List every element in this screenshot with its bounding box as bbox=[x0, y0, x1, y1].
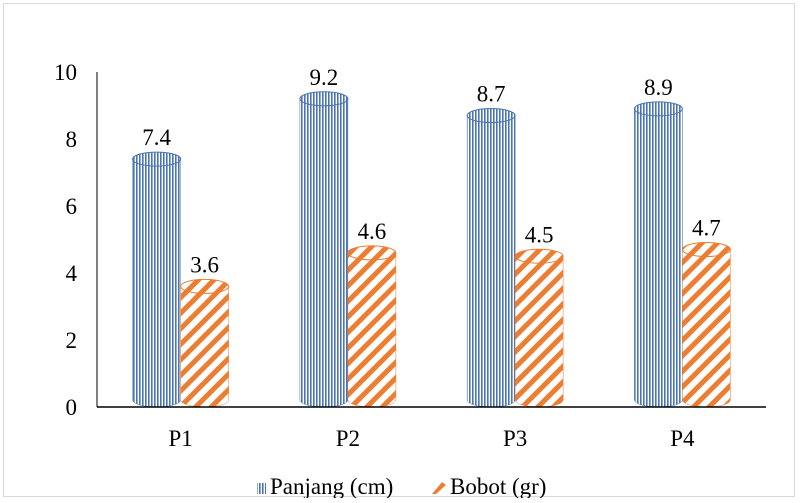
bar-bobot-gr-p4-body bbox=[682, 249, 731, 408]
legend-label-bobot: Bobot (gr) bbox=[450, 474, 546, 498]
data-label-bobot-gr-p3: 4.5 bbox=[525, 222, 554, 247]
bar-panjang-cm-p1-top bbox=[132, 151, 182, 167]
legend-swatch-panjang bbox=[257, 483, 266, 494]
y-axis-ticks: 0 2 4 6 8 10 bbox=[54, 60, 78, 420]
bar-bobot-gr-p2-top bbox=[347, 245, 397, 261]
legend-item-panjang: Panjang (cm) bbox=[257, 474, 393, 499]
legend-swatch-bobot bbox=[432, 482, 446, 494]
x-tick-label-p4: P4 bbox=[670, 426, 695, 451]
bar-bobot-gr-p1-top bbox=[180, 278, 230, 294]
bar-panjang-cm-p2-top bbox=[299, 91, 349, 107]
legend-label-panjang: Panjang (cm) bbox=[270, 474, 393, 498]
y-tick-label-8: 8 bbox=[66, 127, 78, 152]
bar-bobot-gr-p2 bbox=[347, 245, 397, 408]
bar-panjang-cm-p1 bbox=[132, 151, 182, 408]
bar-panjang-cm-p3-top bbox=[466, 108, 516, 124]
data-label-panjang-cm-p4: 8.9 bbox=[644, 75, 673, 100]
bar-bobot-gr-p3-body bbox=[514, 256, 564, 408]
legend-item-bobot: Bobot (gr) bbox=[432, 474, 546, 499]
y-tick-label-6: 6 bbox=[66, 194, 78, 219]
y-tick-label-0: 0 bbox=[66, 395, 78, 420]
x-tick-label-p2: P2 bbox=[336, 426, 360, 451]
bar-panjang-cm-p4-body bbox=[634, 108, 683, 408]
data-label-panjang-cm-p1: 7.4 bbox=[142, 125, 171, 150]
data-label-panjang-cm-p3: 8.7 bbox=[477, 82, 506, 107]
bar-panjang-cm-p2-body bbox=[299, 98, 349, 408]
bar-panjang-cm-p3-body bbox=[466, 115, 516, 408]
bar-bobot-gr-p1-body bbox=[180, 286, 229, 408]
bar-bobot-gr-p3 bbox=[514, 248, 564, 408]
bar-panjang-cm-p3 bbox=[466, 108, 516, 408]
bars bbox=[132, 91, 731, 408]
y-tick-label-10: 10 bbox=[54, 60, 77, 85]
y-tick-label-2: 2 bbox=[66, 328, 78, 353]
bar-bobot-gr-p4 bbox=[681, 242, 731, 408]
bar-bobot-gr-p4-top bbox=[681, 242, 731, 258]
chart-frame: 0 2 4 6 8 10 7.4 9.2 8.7 8.9 3.6 4.6 4.5 4.7 P1 P2 P3 P… bbox=[3, 3, 795, 499]
bar-bobot-gr-p2-body bbox=[347, 252, 397, 408]
bar-bobot-gr-p1 bbox=[180, 278, 230, 408]
x-tick-label-p3: P3 bbox=[503, 426, 527, 451]
data-label-panjang-cm-p2: 9.2 bbox=[310, 65, 339, 90]
value-labels: 7.4 9.2 8.7 8.9 3.6 4.6 4.5 4.7 bbox=[142, 65, 721, 278]
data-label-bobot-gr-p4: 4.7 bbox=[692, 216, 721, 241]
bar-panjang-cm-p1-body bbox=[132, 158, 181, 408]
data-label-bobot-gr-p2: 4.6 bbox=[358, 219, 387, 244]
bar-bobot-gr-p3-top bbox=[514, 248, 564, 264]
bar-panjang-cm-p4 bbox=[633, 101, 683, 408]
x-tick-label-p1: P1 bbox=[168, 426, 192, 451]
data-label-bobot-gr-p1: 3.6 bbox=[190, 252, 219, 277]
bar-panjang-cm-p2 bbox=[299, 91, 349, 408]
legend: Panjang (cm) Bobot (gr) bbox=[257, 474, 546, 499]
x-axis-tick-labels: P1 P2 P3 P4 bbox=[168, 426, 695, 451]
bar-panjang-cm-p4-top bbox=[633, 101, 683, 117]
y-tick-label-4: 4 bbox=[66, 261, 78, 286]
